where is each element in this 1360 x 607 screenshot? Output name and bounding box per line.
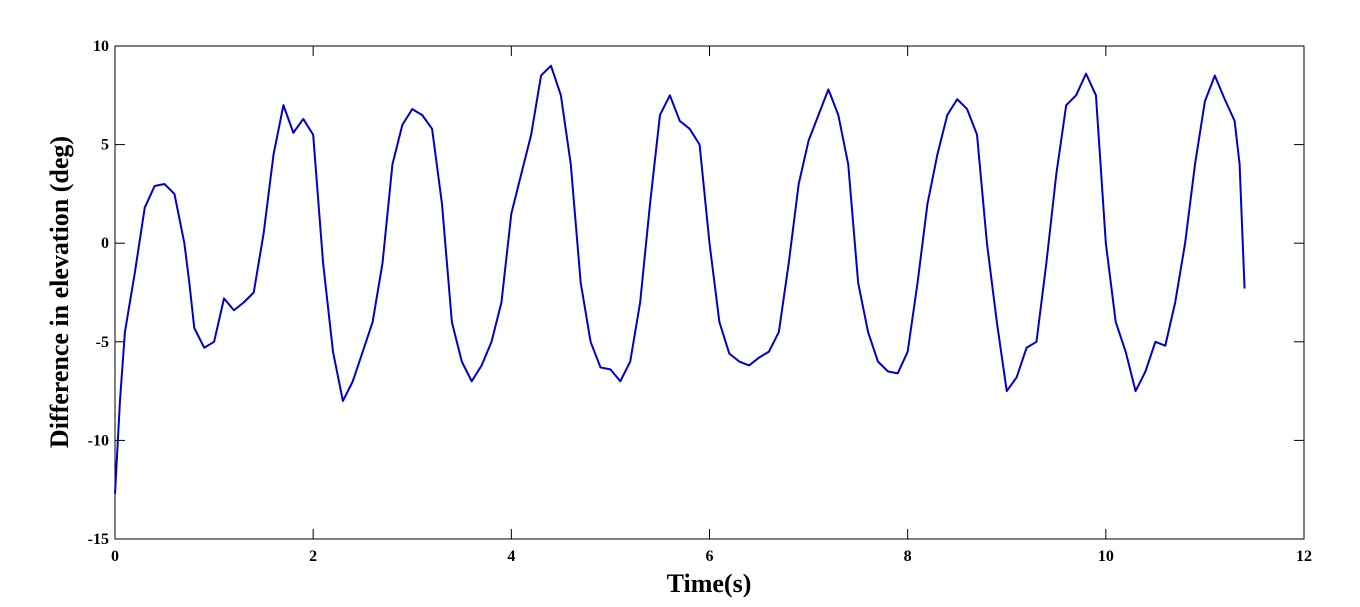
- x-tick-label: 0: [111, 548, 119, 565]
- y-tick-label: 10: [93, 38, 109, 55]
- x-axis-label: Time(s): [667, 569, 752, 598]
- y-tick-label: -5: [96, 334, 109, 351]
- data-line: [114, 64, 1246, 494]
- x-tick-label: 2: [309, 548, 317, 565]
- x-tick-label: 4: [507, 548, 515, 565]
- x-tick-label: 12: [1296, 548, 1312, 565]
- y-tick-label: -10: [88, 432, 109, 449]
- y-tick-label: 0: [101, 235, 109, 252]
- y-tick-label: 5: [101, 137, 109, 154]
- x-tick-label: 6: [706, 548, 714, 565]
- y-tick-label: -15: [88, 531, 109, 548]
- x-tick-label: 10: [1098, 548, 1114, 565]
- plot-frame: [114, 45, 1305, 540]
- y-axis-label: Difference in elevation (deg): [45, 136, 74, 448]
- x-tick-label: 8: [904, 548, 912, 565]
